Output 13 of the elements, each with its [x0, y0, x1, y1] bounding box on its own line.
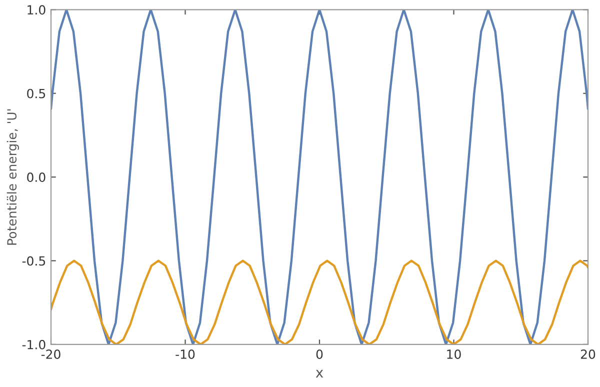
x-tick-label: -10 [176, 350, 195, 359]
x-tick-label: 10 [447, 350, 461, 359]
line-series [51, 10, 588, 344]
y-tick-label: -1.0 [22, 340, 46, 350]
x-axis-title: x [316, 370, 324, 378]
x-tick-label: 0 [316, 350, 323, 359]
y-axis-title: Potentiële energie, 'U' [6, 109, 19, 245]
x-tick-label: -20 [41, 350, 60, 359]
x-tick-label: 20 [580, 350, 596, 359]
y-tick-label: 0.5 [27, 88, 46, 98]
y-tick-label: 1.0 [28, 5, 46, 15]
y-tick-label: -0.5 [22, 256, 46, 266]
y-tick-label: 0.0 [27, 172, 46, 182]
